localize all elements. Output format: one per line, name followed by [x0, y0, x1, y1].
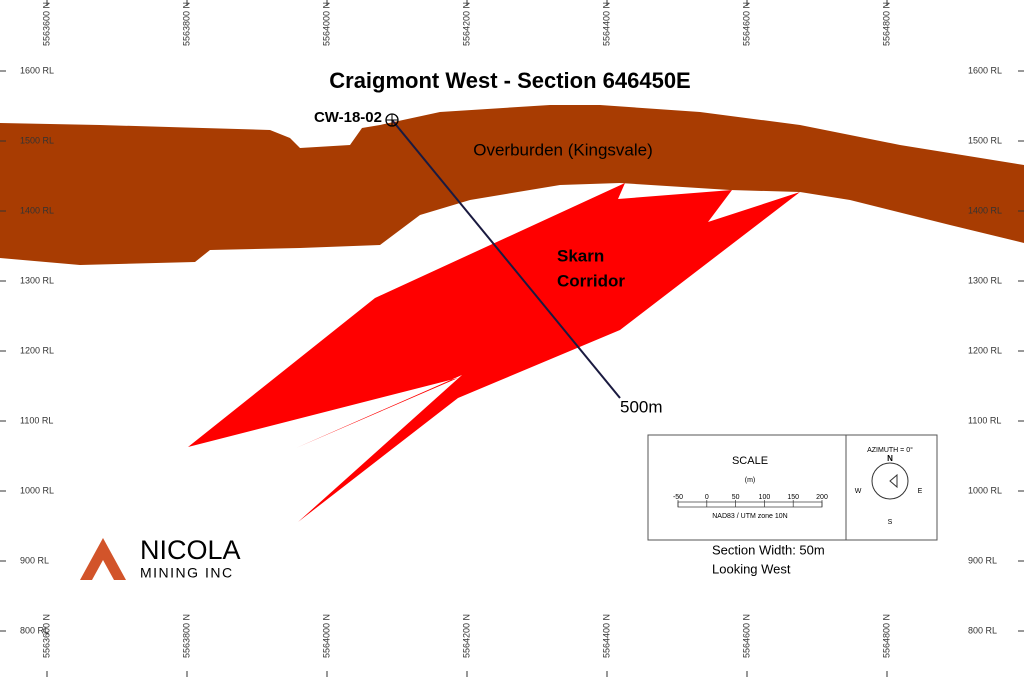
- note: Looking West: [712, 561, 791, 576]
- easting-label: 5564600 N: [741, 614, 751, 658]
- scale-bar: [677, 501, 823, 508]
- compass-s: S: [888, 519, 893, 526]
- elevation-label: 1200 RL: [20, 345, 54, 355]
- compass-e: E: [918, 488, 923, 495]
- scale-tick-label: 200: [816, 494, 828, 501]
- elevation-label: 1400 RL: [20, 205, 54, 215]
- logo-sub: MINING INC: [140, 565, 234, 581]
- compass-w: W: [855, 488, 862, 495]
- compass-n: N: [887, 454, 893, 463]
- skarn-label: Corridor: [557, 271, 625, 290]
- easting-label: 5563600 N: [41, 2, 51, 46]
- skarn-label: Skarn: [557, 246, 604, 265]
- scale-box: SCALE (m) NAD83 / UTM zone 10N AZIMUTH =…: [647, 434, 938, 541]
- elevation-label: 1000 RL: [968, 485, 1002, 495]
- easting-label: 5564000 N: [321, 614, 331, 658]
- elevation-label: 1300 RL: [968, 275, 1002, 285]
- easting-label: 5564200 N: [461, 614, 471, 658]
- scale-datum: NAD83 / UTM zone 10N: [712, 513, 787, 520]
- elevation-label: 900 RL: [968, 555, 997, 565]
- title: Craigmont West - Section 646450E: [329, 68, 691, 93]
- note: Section Width: 50m: [712, 542, 825, 557]
- easting-label: 5564200 N: [461, 2, 471, 46]
- easting-label: 5564600 N: [741, 2, 751, 46]
- compass-circle: [871, 462, 909, 500]
- elevation-label: 1100 RL: [20, 415, 53, 425]
- easting-label: 5564400 N: [601, 2, 611, 46]
- scale-tick-label: 100: [759, 494, 771, 501]
- easting-label: 5563800 N: [181, 614, 191, 658]
- compass-arrow: [889, 473, 898, 489]
- logo-mark: [92, 560, 114, 580]
- overburden-label: Overburden (Kingsvale): [473, 140, 653, 159]
- elevation-label: 900 RL: [20, 555, 49, 565]
- overburden: [0, 105, 1024, 265]
- drillhole-name: CW-18-02: [314, 109, 382, 126]
- elevation-label: 800 RL: [968, 625, 997, 635]
- easting-label: 5564000 N: [321, 2, 331, 46]
- scale-tick-label: 0: [705, 494, 709, 501]
- easting-label: 5564800 N: [881, 2, 891, 46]
- elevation-label: 1100 RL: [968, 415, 1001, 425]
- scale-unit: (m): [745, 477, 756, 484]
- skarn-corridor: [188, 183, 800, 522]
- easting-label: 5564800 N: [881, 614, 891, 658]
- scale-title: SCALE: [732, 455, 768, 467]
- scale-tick-label: 150: [787, 494, 799, 501]
- elevation-label: 1300 RL: [20, 275, 54, 285]
- legend-frame: [647, 434, 938, 541]
- elevation-label: 800 RL: [20, 625, 49, 635]
- scale-tick-label: 50: [732, 494, 740, 501]
- elevation-label: 1600 RL: [968, 65, 1002, 75]
- elevation-label: 1500 RL: [20, 135, 54, 145]
- drillhole-trace: [391, 119, 621, 399]
- logo-mark: [80, 538, 126, 580]
- easting-label: 5564400 N: [601, 614, 611, 658]
- elevation-label: 1000 RL: [20, 485, 54, 495]
- logo: NICOLA MINING INC: [80, 535, 241, 581]
- easting-label: 5563600 N: [41, 614, 51, 658]
- easting-label: 5563800 N: [181, 2, 191, 46]
- logo-name: NICOLA: [140, 535, 241, 565]
- scale-tick-label: -50: [673, 494, 683, 501]
- elevation-label: 1400 RL: [968, 205, 1002, 215]
- elevation-label: 1500 RL: [968, 135, 1002, 145]
- compass-azimuth: AZIMUTH = 0°: [867, 446, 913, 454]
- elevation-label: 1200 RL: [968, 345, 1002, 355]
- drillhole-depth: 500m: [620, 397, 663, 416]
- elevation-label: 1600 RL: [20, 65, 54, 75]
